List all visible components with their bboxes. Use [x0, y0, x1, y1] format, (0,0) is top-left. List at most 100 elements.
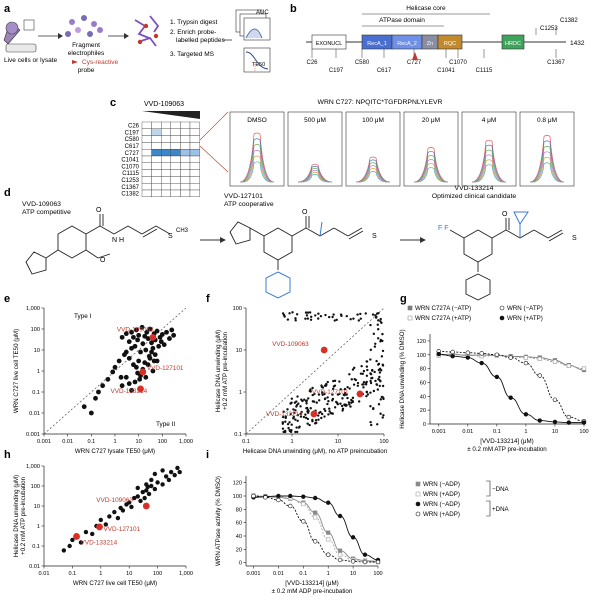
cys-label: C1070	[449, 60, 467, 66]
data-point	[289, 412, 292, 416]
y-tick-label: 0	[239, 561, 242, 567]
heatmap-cell	[160, 135, 171, 143]
data-point	[369, 381, 373, 385]
cmpd3-desc: Optimized clinical candidate	[432, 193, 516, 200]
data-point	[581, 366, 587, 371]
chromatogram-trace	[297, 163, 333, 183]
heatmap-cell	[141, 182, 152, 191]
data-point	[294, 409, 297, 412]
data-point	[362, 383, 365, 386]
data-point	[372, 332, 376, 336]
data-point	[286, 318, 290, 321]
data-point	[373, 345, 377, 348]
y-tick-label: 0.01	[29, 411, 40, 417]
x-tick-label: 0.001	[37, 439, 51, 445]
chromatogram-trace	[416, 163, 446, 183]
cmpd3-cf2-group: F F	[438, 225, 449, 232]
cmpd2-sulfone: S	[372, 233, 377, 240]
data-point	[132, 379, 138, 385]
data-point	[377, 328, 380, 331]
heatmap-cell	[180, 169, 191, 177]
data-point	[301, 501, 306, 507]
data-point	[343, 391, 347, 395]
peptide-label: WRN C727: NPQITC*TGFDRPNLYLEVR	[318, 99, 443, 106]
legend-marker	[499, 315, 505, 321]
highlight-point	[139, 368, 147, 376]
x-tick-label: 0.01	[273, 571, 284, 577]
data-point	[350, 535, 356, 540]
data-point	[359, 372, 363, 375]
electrophiles-label: electrophiles	[68, 50, 105, 57]
data-point	[290, 401, 293, 404]
data-point	[382, 414, 385, 417]
data-point	[365, 394, 368, 398]
legend-marker	[415, 501, 421, 507]
data-point	[123, 331, 129, 337]
chromatogram-trace	[414, 151, 448, 183]
chart-f: 0.1 1 10 100 0.1 1 10 100 Helicase DNA unwinding…	[215, 306, 389, 455]
data-point	[281, 427, 285, 430]
domain-zn-label: Zn	[427, 41, 433, 47]
highlight-point	[137, 385, 144, 393]
cmpd2-o-atom: O	[302, 209, 308, 216]
cmpd1-desc: ATP competitive	[22, 209, 71, 216]
y-tick-label: 60	[420, 380, 426, 386]
panel-label-d: d	[4, 187, 11, 199]
data-point	[301, 494, 306, 499]
data-point	[465, 355, 470, 360]
data-point	[163, 474, 169, 479]
x-tick-label: 0.001	[432, 429, 446, 435]
data-point	[144, 488, 149, 493]
y-tick-label: 1,000	[26, 306, 40, 312]
heatmap-cell	[170, 121, 181, 130]
data-point	[305, 400, 308, 403]
heatmap-cell	[141, 176, 152, 184]
data-point	[537, 418, 542, 423]
x-tick-label: 0.1	[242, 439, 250, 445]
legend-label: WRN (−ADP)	[423, 481, 460, 488]
heatmap-cell	[170, 176, 181, 184]
data-point	[81, 404, 87, 410]
heatmap-cell	[189, 189, 200, 198]
data-point	[136, 358, 142, 364]
x-axis-label: [VVD-133214] (μM)	[285, 580, 338, 587]
y-tick-label: 1	[239, 390, 242, 396]
data-point	[369, 420, 372, 424]
data-point	[311, 400, 315, 403]
data-point	[336, 393, 340, 396]
data-point	[136, 332, 142, 338]
chromatogram-trace	[532, 162, 562, 183]
highlight-point	[142, 502, 150, 510]
chromatogram-frame	[403, 111, 459, 187]
data-point	[133, 327, 139, 333]
data-point	[377, 378, 380, 381]
x-axis-label-2: ± 0.2 mM ATP pre-incubation	[467, 446, 547, 453]
helicase-core-label: Helicase core	[406, 5, 446, 12]
data-point	[149, 483, 154, 489]
data-point	[566, 420, 572, 425]
y-tick-label: 10	[236, 348, 242, 354]
data-point	[365, 360, 369, 363]
data-point	[333, 384, 337, 387]
heatmap-cell	[160, 182, 171, 191]
data-point	[169, 327, 175, 333]
heatmap-cell	[141, 169, 152, 177]
fragment-electrophiles-icon	[65, 15, 103, 37]
cmpd3-cyclopropyl-blue	[513, 211, 529, 225]
data-point	[171, 332, 177, 338]
group-label: +DNA	[492, 506, 510, 513]
data-point	[305, 314, 309, 317]
data-point	[299, 415, 303, 418]
data-point	[370, 376, 373, 380]
heatmap-cell	[160, 162, 171, 170]
legend-label: WRN (−ADP)	[423, 501, 460, 508]
data-point	[296, 419, 299, 423]
data-point	[312, 495, 318, 501]
labelled-peptides-icon	[134, 15, 160, 47]
data-point	[343, 403, 346, 406]
y-tick-label: 10	[34, 348, 40, 354]
data-point	[309, 407, 312, 410]
heatmap-cell	[151, 128, 162, 136]
heatmap-cell	[189, 182, 200, 191]
data-point	[581, 420, 587, 425]
